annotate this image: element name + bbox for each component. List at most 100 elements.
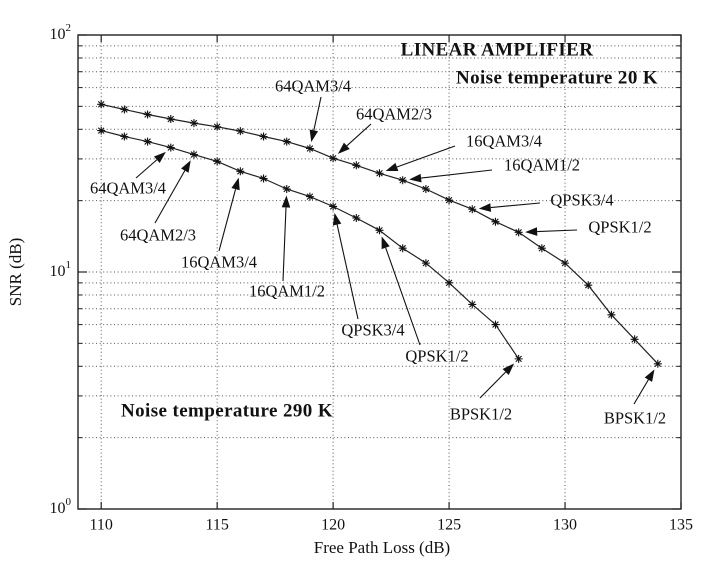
annotation-arrow-line — [633, 379, 649, 405]
data-point-marker — [352, 213, 361, 222]
x-tick-label: 120 — [321, 517, 345, 534]
data-point-marker — [653, 359, 662, 368]
modulation-label: 16QAM3/4 — [181, 253, 257, 272]
modulation-label: 64QAM2/3 — [356, 105, 432, 124]
annotation-arrow-line — [490, 202, 541, 209]
data-point-marker — [120, 132, 129, 141]
series-markers-0 — [97, 100, 662, 368]
annotation-arrowhead — [281, 195, 291, 208]
annotation-arrow-line — [346, 123, 372, 147]
y-axis-label: SNR (dB) — [6, 238, 25, 306]
modulation-label: QPSK3/4 — [550, 191, 613, 210]
modulation-label: 16QAM1/2 — [504, 156, 580, 175]
data-point-marker — [236, 127, 245, 136]
modulation-label: BPSK1/2 — [450, 405, 512, 424]
data-point-marker — [305, 192, 314, 201]
tick-layer: 110 115 120 125 130 135 100 101 102 — [50, 22, 694, 534]
data-point-marker — [143, 137, 152, 146]
data-point-marker — [398, 244, 407, 253]
annotation-arrowhead — [644, 369, 655, 382]
axes-box — [77, 34, 682, 510]
x-axis-label: Free Path Loss (dB) — [314, 538, 450, 557]
annotation-arrowhead — [385, 162, 399, 172]
annotation-arrow-line — [479, 371, 507, 399]
data-point-marker — [468, 205, 477, 214]
data-point-marker — [305, 144, 314, 153]
annotation-arrow-line — [385, 247, 421, 346]
data-point-marker — [120, 105, 129, 114]
x-tick-label: 130 — [553, 517, 577, 534]
annotation-layer: LINEAR AMPLIFIER Noise temperature 20 K No… — [90, 40, 666, 428]
data-point-marker — [561, 259, 570, 268]
x-tick-label: 110 — [89, 517, 112, 534]
y-tick-label: 102 — [50, 22, 72, 43]
modulation-label: QPSK1/2 — [405, 347, 468, 366]
data-point-marker — [375, 226, 384, 235]
annotation-arrowhead — [309, 129, 319, 143]
data-point-marker — [282, 137, 291, 146]
annotation-arrow-line — [313, 96, 322, 131]
x-tick-label: 125 — [437, 517, 461, 534]
annotation-arrow-line — [396, 145, 456, 168]
data-point-marker — [421, 259, 430, 268]
data-point-marker — [189, 150, 198, 159]
annotation-arrow-line — [336, 224, 359, 320]
data-point-marker — [445, 278, 454, 287]
modulation-label: 64QAM3/4 — [275, 77, 351, 96]
modulation-label: QPSK1/2 — [588, 218, 651, 237]
data-point-marker — [236, 167, 245, 176]
annotation-arrow-line — [421, 169, 493, 179]
annotation-arrowhead — [525, 227, 538, 236]
modulation-label: 64QAM3/4 — [90, 179, 166, 198]
data-point-marker — [491, 320, 500, 329]
data-point-marker — [630, 335, 639, 344]
annotation-arrowhead — [502, 363, 515, 376]
modulation-label: 16QAM1/2 — [249, 282, 325, 301]
axes-box-layer — [77, 34, 682, 510]
data-point-marker — [189, 119, 198, 128]
annotation-arrowhead — [409, 173, 422, 183]
data-point-marker — [514, 228, 523, 237]
data-point-marker — [166, 143, 175, 152]
data-point-marker — [398, 176, 407, 185]
annotation-arrowhead — [381, 236, 390, 250]
data-point-marker — [375, 169, 384, 178]
data-point-marker — [259, 132, 268, 141]
annotation-arrowhead — [337, 142, 350, 154]
y-tick-label: 101 — [50, 259, 72, 280]
data-point-marker — [329, 202, 338, 211]
annotation-arrowhead — [478, 203, 492, 212]
data-point-marker — [259, 174, 268, 183]
data-point-marker — [352, 161, 361, 170]
annotation-arrow-line — [282, 207, 287, 282]
series-markers-1 — [97, 126, 523, 363]
data-point-marker — [445, 196, 454, 205]
data-point-marker — [421, 184, 430, 193]
data-point-marker — [537, 244, 546, 253]
header-text: Noise temperature 290 K — [121, 401, 333, 422]
data-point-marker — [584, 281, 593, 290]
data-point-marker — [97, 126, 106, 135]
annotation-arrowhead — [332, 212, 342, 226]
modulation-label: BPSK1/2 — [604, 409, 666, 428]
data-point-marker — [491, 217, 500, 226]
annotation-arrow-line — [154, 170, 186, 224]
modulation-label: 64QAM2/3 — [120, 226, 196, 245]
data-point-marker — [213, 122, 222, 131]
series-layer — [97, 100, 662, 368]
data-point-marker — [213, 157, 222, 166]
data-point-marker — [468, 300, 477, 309]
data-point-marker — [166, 115, 175, 124]
data-point-marker — [97, 100, 106, 109]
annotation-arrowhead — [154, 151, 166, 163]
axis-label-layer: Free Path Loss (dB) SNR (dB) — [6, 238, 450, 557]
annotation-arrowhead — [231, 177, 240, 191]
data-point-marker — [607, 310, 616, 319]
header-text: Noise temperature 20 K — [456, 68, 658, 89]
header-text: LINEAR AMPLIFIER — [401, 40, 594, 61]
x-tick-label: 115 — [205, 517, 228, 534]
modulation-label: 16QAM3/4 — [466, 132, 542, 151]
annotation-arrow-line — [135, 159, 158, 179]
